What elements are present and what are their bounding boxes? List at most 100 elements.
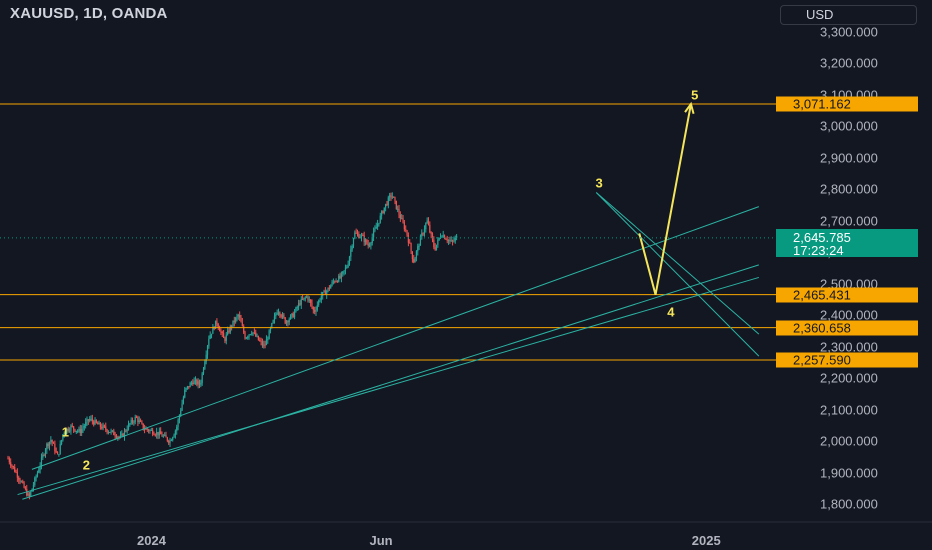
candle-body bbox=[209, 335, 211, 339]
candle-body bbox=[126, 429, 128, 432]
horizontal-levels-layer bbox=[0, 103, 776, 361]
candle-body bbox=[335, 281, 337, 283]
y-tick-label: 2,200.000 bbox=[820, 370, 878, 386]
candle-body bbox=[284, 317, 286, 324]
candle-body bbox=[362, 235, 364, 237]
candle-body bbox=[24, 487, 27, 489]
candle-body bbox=[86, 419, 88, 423]
candle-body bbox=[202, 368, 205, 374]
projection-layer bbox=[638, 101, 695, 296]
candle-body bbox=[71, 425, 73, 427]
candle-body bbox=[220, 331, 222, 333]
candle-body bbox=[129, 423, 131, 425]
candle-body bbox=[188, 386, 190, 388]
candle-body bbox=[64, 432, 67, 434]
candle-body bbox=[7, 458, 9, 460]
candle-body bbox=[336, 281, 339, 283]
level-tag: 2,465.431 bbox=[776, 287, 918, 303]
trend-line[interactable] bbox=[595, 192, 760, 335]
candle-body bbox=[371, 237, 373, 244]
candle-body bbox=[8, 458, 10, 463]
currency-selector[interactable]: USD bbox=[780, 5, 917, 25]
candle-body bbox=[52, 442, 55, 444]
level-tag: 2,257.590 bbox=[776, 352, 918, 368]
candle-body bbox=[67, 428, 69, 431]
trend-line[interactable] bbox=[17, 276, 759, 496]
candle-body bbox=[152, 430, 154, 435]
candle-body bbox=[409, 242, 411, 244]
candle-body bbox=[222, 333, 225, 339]
candle-body bbox=[299, 303, 301, 305]
candle-body bbox=[252, 332, 254, 334]
candle-body bbox=[182, 397, 185, 404]
candle-body bbox=[34, 477, 36, 485]
candle-body bbox=[78, 428, 80, 431]
trend-line[interactable] bbox=[22, 264, 760, 500]
candle-body bbox=[18, 477, 20, 480]
candle-body bbox=[451, 240, 454, 242]
candle-body bbox=[328, 287, 330, 289]
candle-body bbox=[350, 249, 352, 257]
candle-body bbox=[35, 476, 37, 478]
x-tick-label: Jun bbox=[369, 533, 393, 548]
candle-body bbox=[289, 315, 292, 320]
candle-body bbox=[66, 428, 68, 433]
candle-body bbox=[127, 423, 130, 430]
candle-body bbox=[36, 472, 39, 477]
candle-body bbox=[455, 236, 458, 238]
current-price-tag: 2,645.785 17:23:24 bbox=[776, 229, 918, 257]
candle-body bbox=[315, 309, 317, 312]
candle-body bbox=[268, 330, 270, 340]
candle-body bbox=[405, 229, 407, 231]
level-tag: 2,360.658 bbox=[776, 320, 918, 336]
candle-body bbox=[40, 457, 43, 466]
candle-body bbox=[146, 428, 148, 430]
candle-body bbox=[320, 295, 322, 300]
candle-body bbox=[74, 429, 76, 432]
candle-body bbox=[385, 203, 387, 208]
y-tick-label: 2,900.000 bbox=[820, 150, 878, 166]
candle-body bbox=[447, 240, 450, 242]
candle-body bbox=[180, 410, 182, 416]
candle-body bbox=[370, 243, 372, 246]
candle-body bbox=[39, 465, 41, 470]
candle-body bbox=[454, 237, 456, 241]
candle-body bbox=[217, 323, 219, 328]
candle-body bbox=[346, 267, 348, 269]
candle-body bbox=[87, 419, 89, 421]
candle-body bbox=[277, 312, 280, 314]
candle-body bbox=[269, 327, 272, 331]
candle-body bbox=[279, 312, 281, 316]
candle-body bbox=[312, 307, 314, 310]
candle-body bbox=[169, 440, 171, 443]
candle-body bbox=[198, 381, 201, 385]
candle-body bbox=[248, 334, 250, 337]
candle-body bbox=[145, 428, 147, 430]
wave-label-4: 4 bbox=[667, 304, 675, 320]
candle-body bbox=[391, 196, 393, 198]
candle-body bbox=[383, 207, 385, 214]
candle-body bbox=[156, 431, 158, 435]
candle-body bbox=[303, 297, 305, 300]
candle-body bbox=[356, 233, 359, 235]
candle-body bbox=[441, 236, 443, 238]
candle-body bbox=[449, 240, 451, 242]
trend-line[interactable] bbox=[595, 192, 760, 357]
y-tick-label: 2,700.000 bbox=[820, 213, 878, 229]
candle-body bbox=[204, 361, 206, 369]
candle-body bbox=[419, 236, 422, 246]
candle-body bbox=[143, 429, 146, 431]
candle-body bbox=[196, 379, 198, 385]
candle-body bbox=[267, 339, 269, 341]
candle-body bbox=[174, 430, 176, 435]
candle-body bbox=[11, 465, 13, 467]
candle-body bbox=[168, 440, 170, 443]
candle-body bbox=[42, 454, 44, 458]
trend-line[interactable] bbox=[31, 206, 760, 470]
candle-body bbox=[378, 222, 380, 225]
candle-body bbox=[184, 389, 186, 398]
wave-projection-path[interactable] bbox=[638, 103, 692, 296]
candle-body bbox=[148, 429, 150, 432]
candle-body bbox=[214, 320, 217, 329]
